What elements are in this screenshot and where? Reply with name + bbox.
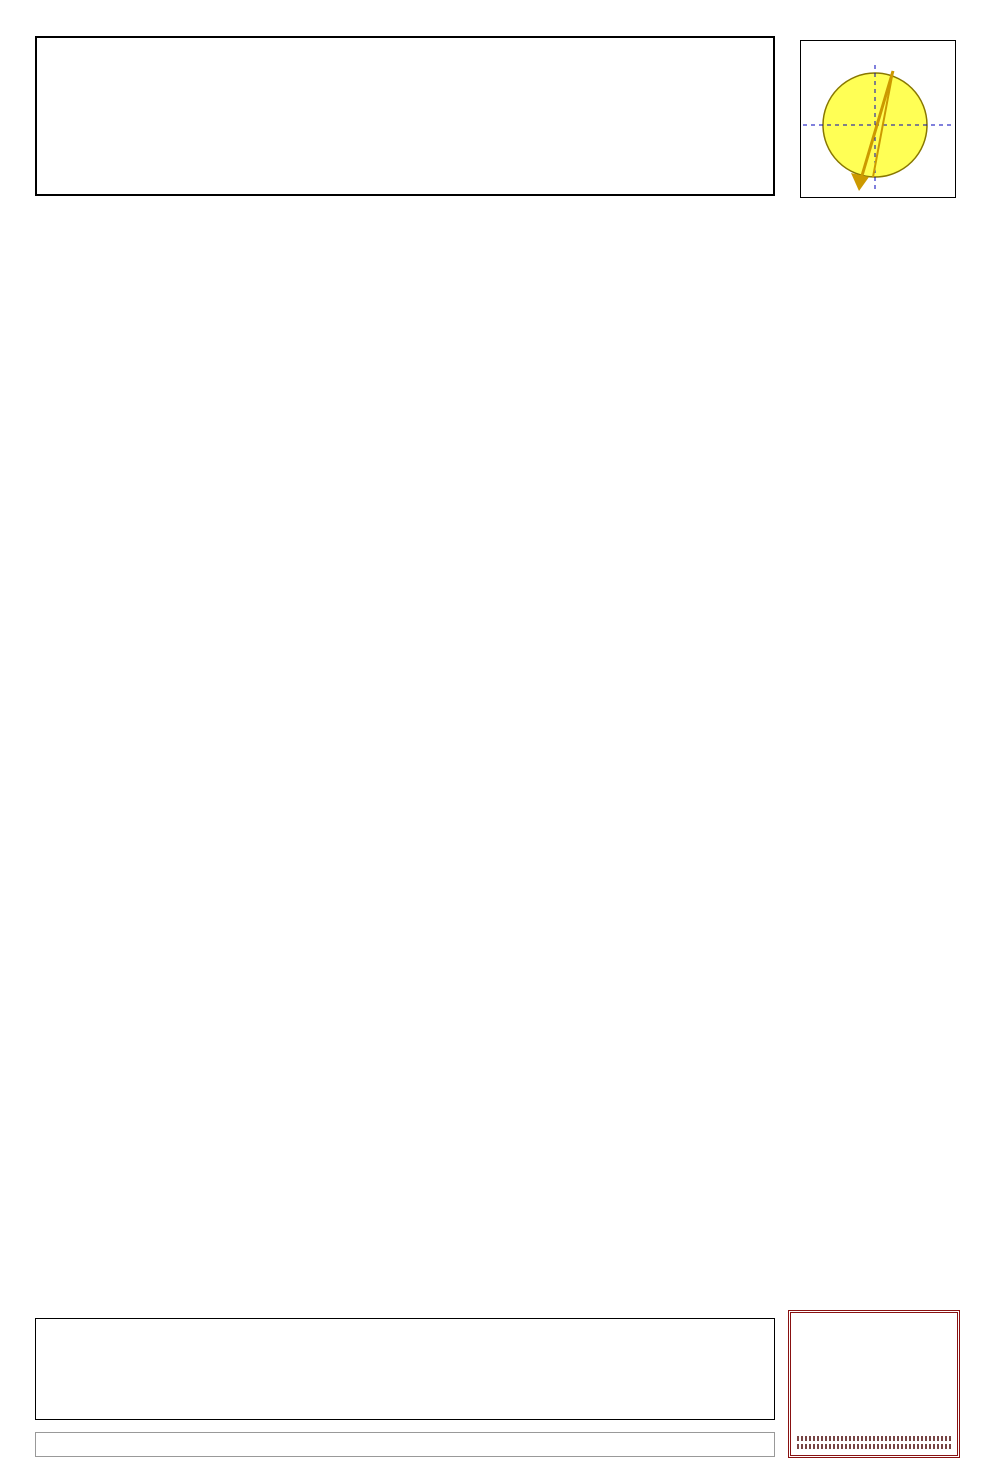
particle-env-canvas bbox=[36, 1319, 774, 1419]
pointing-arrow-2 bbox=[872, 70, 894, 178]
goes-flux-plot bbox=[35, 36, 775, 196]
env-gradient-canvas bbox=[36, 1433, 774, 1456]
logo-microtext bbox=[797, 1444, 951, 1449]
goes-flux-canvas bbox=[37, 38, 773, 194]
env-panel-label bbox=[2, 1318, 26, 1420]
particle-env-panel bbox=[35, 1318, 775, 1420]
sun-pointing-diagram bbox=[803, 65, 953, 191]
phi-angle-label bbox=[962, 56, 980, 184]
pointing-arrowhead bbox=[851, 173, 869, 191]
pointing-arrow bbox=[859, 70, 895, 180]
env-gradient-strip bbox=[35, 1432, 775, 1457]
resik-logo bbox=[788, 1310, 960, 1458]
logo-microtext bbox=[797, 1436, 951, 1441]
pointing-info-box bbox=[800, 40, 956, 198]
